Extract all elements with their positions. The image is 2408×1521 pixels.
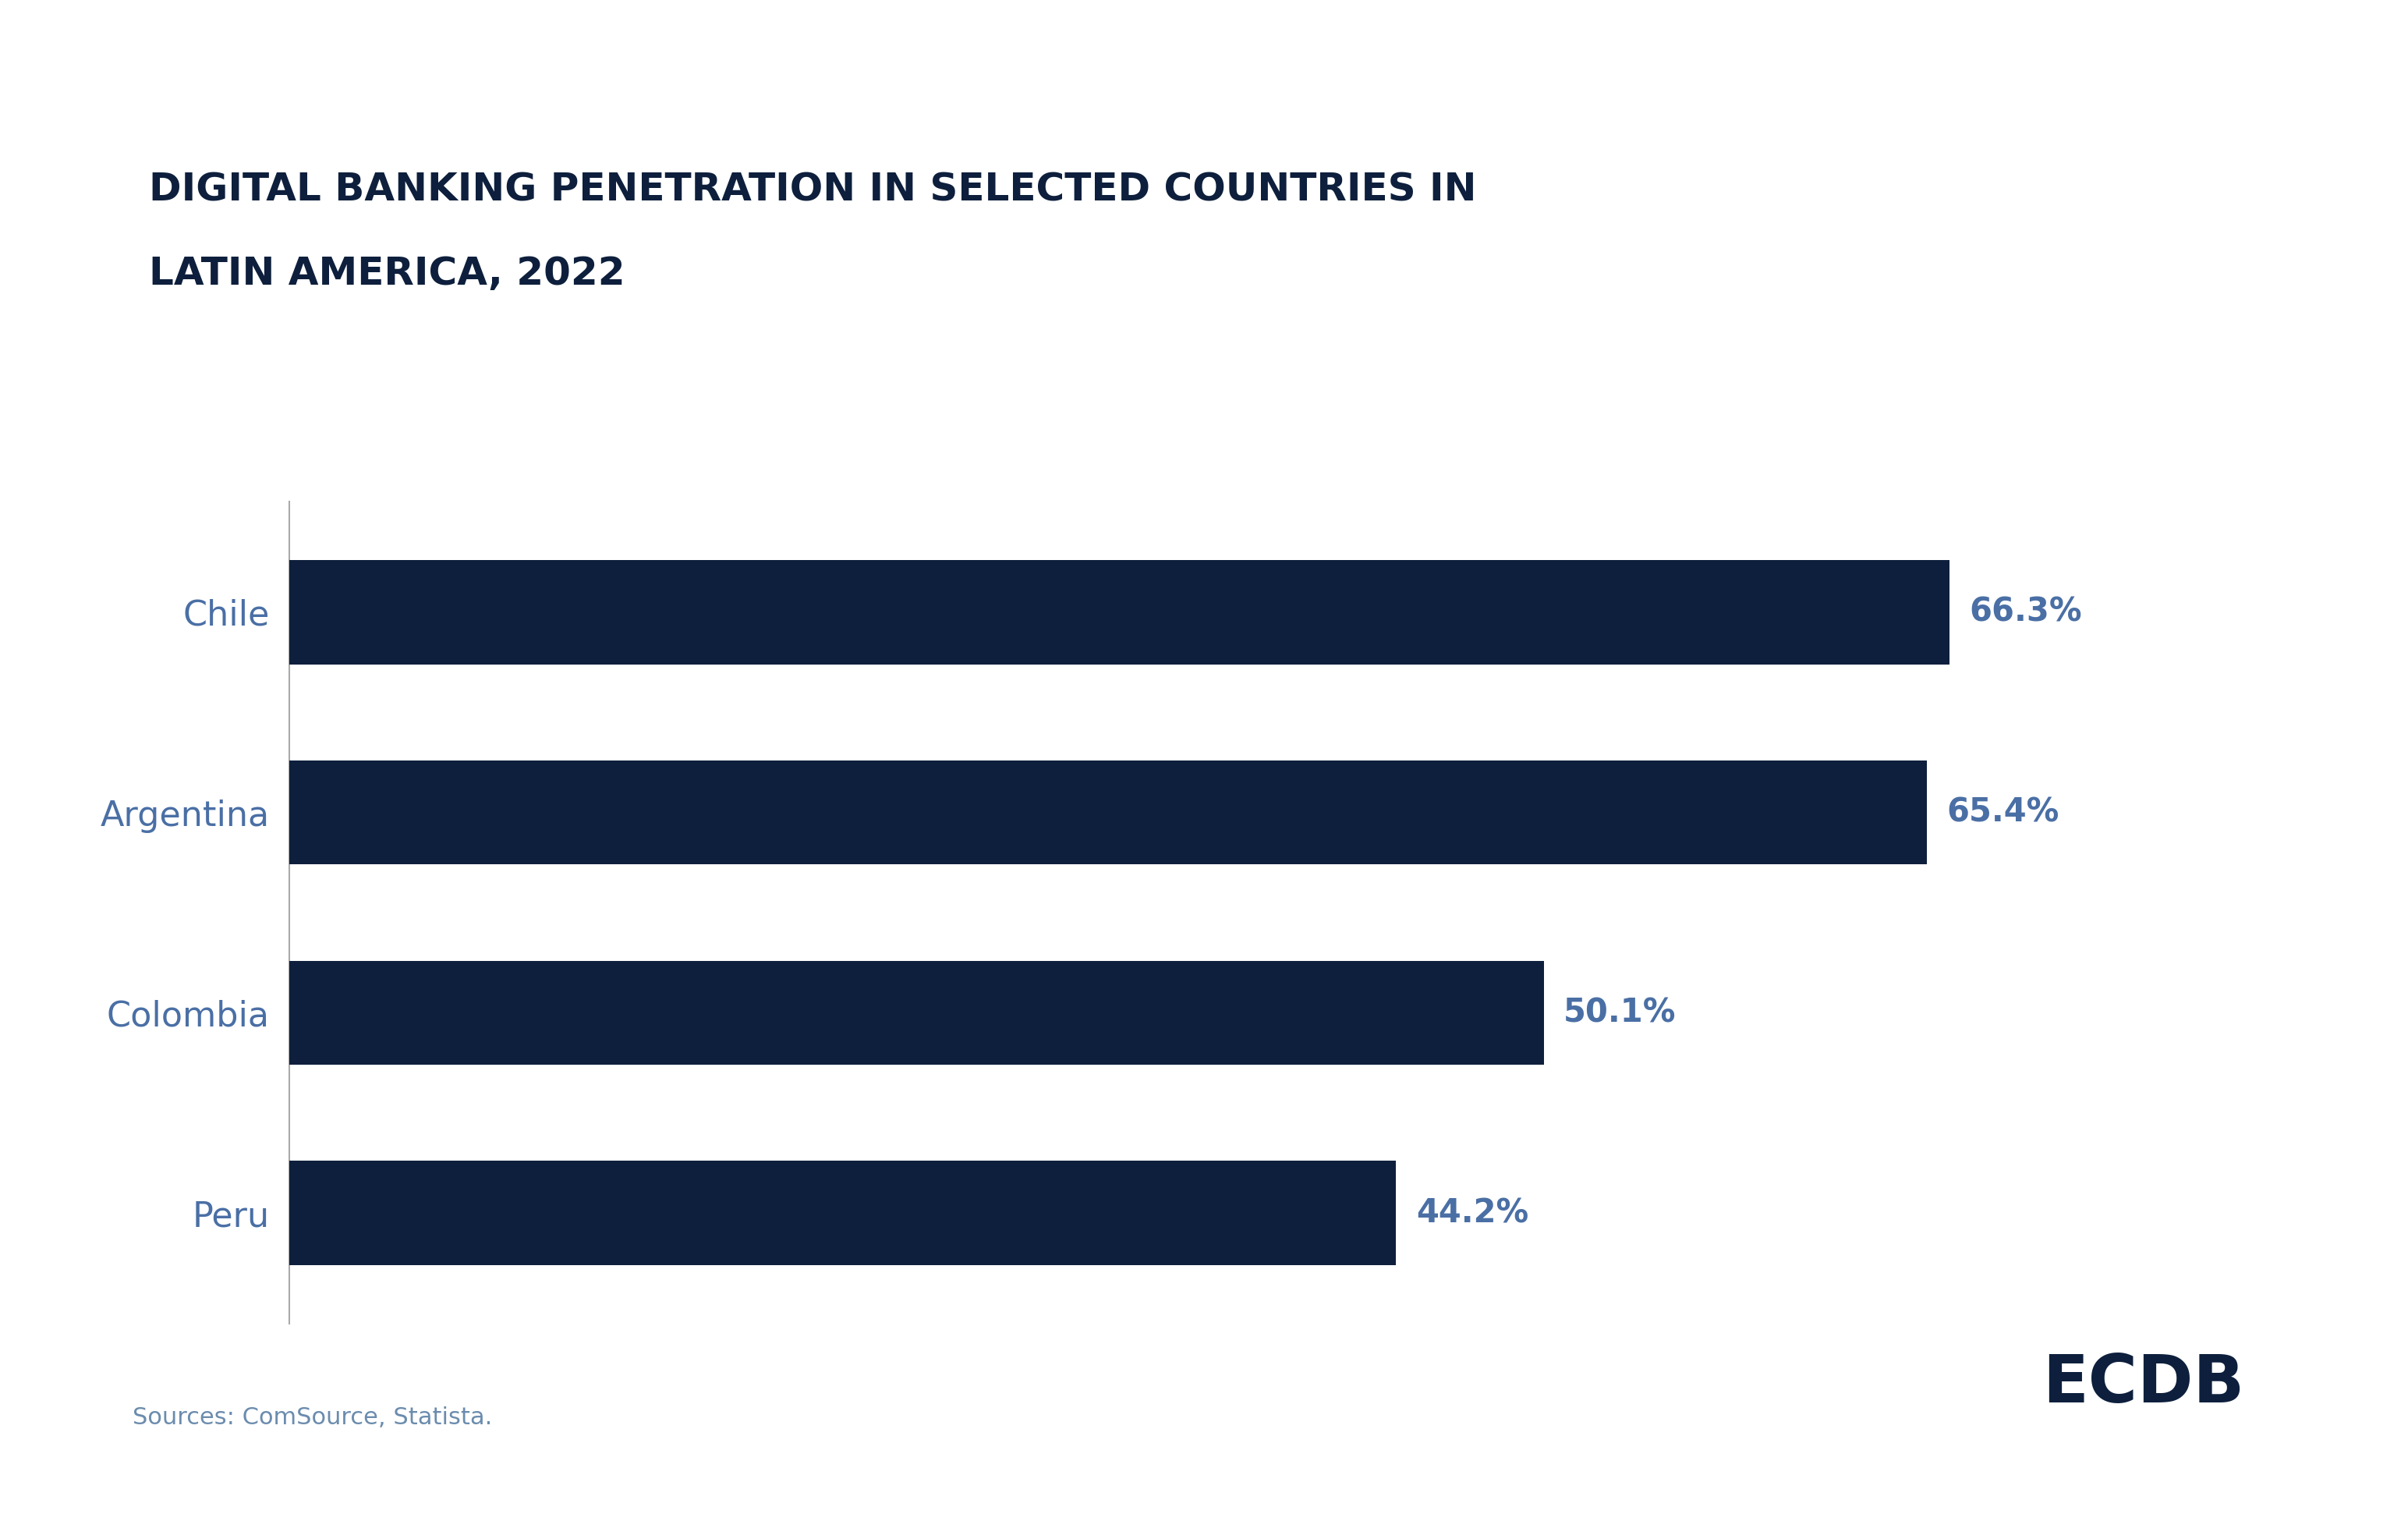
Bar: [289, 961, 1544, 1065]
Bar: [289, 760, 1926, 864]
Text: 66.3%: 66.3%: [1970, 596, 2083, 628]
Bar: [289, 1161, 1397, 1265]
Text: 65.4%: 65.4%: [1946, 795, 2059, 829]
Text: LATIN AMERICA, 2022: LATIN AMERICA, 2022: [149, 256, 626, 292]
Bar: [289, 560, 1950, 665]
Text: ECDB: ECDB: [2042, 1352, 2244, 1416]
Text: 50.1%: 50.1%: [1563, 996, 1676, 1030]
Text: DIGITAL BANKING PENETRATION IN SELECTED COUNTRIES IN: DIGITAL BANKING PENETRATION IN SELECTED …: [149, 172, 1476, 208]
Text: 44.2%: 44.2%: [1416, 1197, 1529, 1229]
Text: Sources: ComSource, Statista.: Sources: ComSource, Statista.: [132, 1407, 491, 1428]
